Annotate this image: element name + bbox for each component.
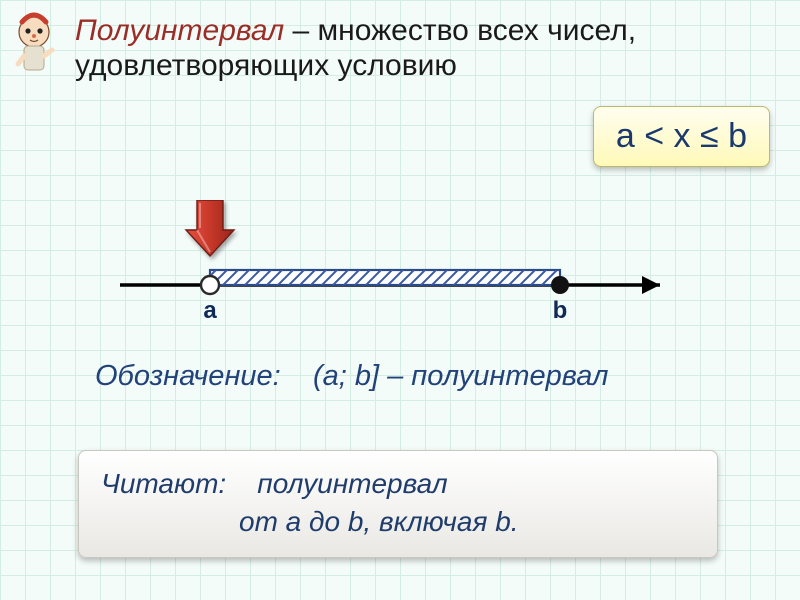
title-term: Полуинтервал xyxy=(75,14,284,47)
read-label: Читают: xyxy=(101,468,226,499)
label-b: b xyxy=(553,297,568,324)
read-line1: полуинтервал xyxy=(257,468,447,499)
number-line-diagram: a b xyxy=(120,200,680,340)
notation-value: (a; b] – полуинтервал xyxy=(313,360,608,392)
notation-line: Обозначение: (a; b] – полуинтервал xyxy=(95,360,608,393)
mascot-icon xyxy=(8,12,63,82)
read-box: Читают: полуинтервал от a до b, включая … xyxy=(78,450,718,558)
notation-label: Обозначение: xyxy=(95,360,281,392)
read-line2: от a до b, включая b. xyxy=(101,503,695,541)
pointer-arrow-icon xyxy=(186,200,234,256)
title-dash: – xyxy=(284,14,317,47)
label-a: a xyxy=(203,297,217,324)
inequality-text: a < x ≤ b xyxy=(616,117,747,155)
page-title: Полуинтервал – множество всех чисел, удо… xyxy=(75,14,775,83)
inequality-box: a < x ≤ b xyxy=(593,106,770,167)
